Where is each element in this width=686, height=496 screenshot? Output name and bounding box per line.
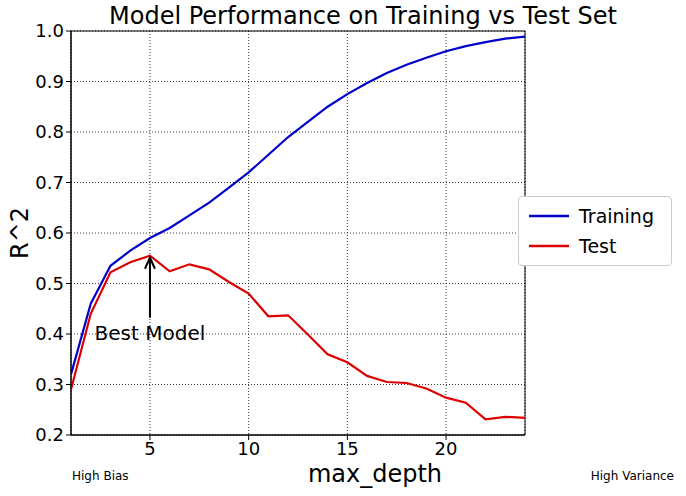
svg-text:5: 5 — [144, 438, 155, 459]
html-text:Training: Training — [579, 205, 654, 227]
html-text:Test: Test — [579, 235, 617, 257]
html-text:R^2: R^2 — [6, 207, 34, 259]
svg-text:0.4: 0.4 — [35, 323, 64, 344]
svg-text:10: 10 — [237, 438, 260, 459]
html-text:High Bias: High Bias — [72, 469, 129, 483]
svg-text:0.8: 0.8 — [35, 121, 64, 142]
svg-text:0.6: 0.6 — [35, 222, 64, 243]
svg-text:0.7: 0.7 — [35, 172, 64, 193]
svg-text:0.9: 0.9 — [35, 71, 64, 92]
svg-text:15: 15 — [336, 438, 359, 459]
svg-text:20: 20 — [435, 438, 458, 459]
svg-text:1.0: 1.0 — [35, 20, 64, 41]
svg-text:0.5: 0.5 — [35, 273, 64, 294]
svg-text:0.3: 0.3 — [35, 374, 64, 395]
html-text:max_depth: max_depth — [307, 460, 443, 488]
svg-text:Best Model: Best Model — [95, 321, 206, 345]
html-text:Model Performance on Training: Model Performance on Training vs Test Se… — [109, 2, 617, 30]
html-text:High Variance: High Variance — [590, 469, 674, 483]
svg-text:0.2: 0.2 — [35, 424, 64, 445]
